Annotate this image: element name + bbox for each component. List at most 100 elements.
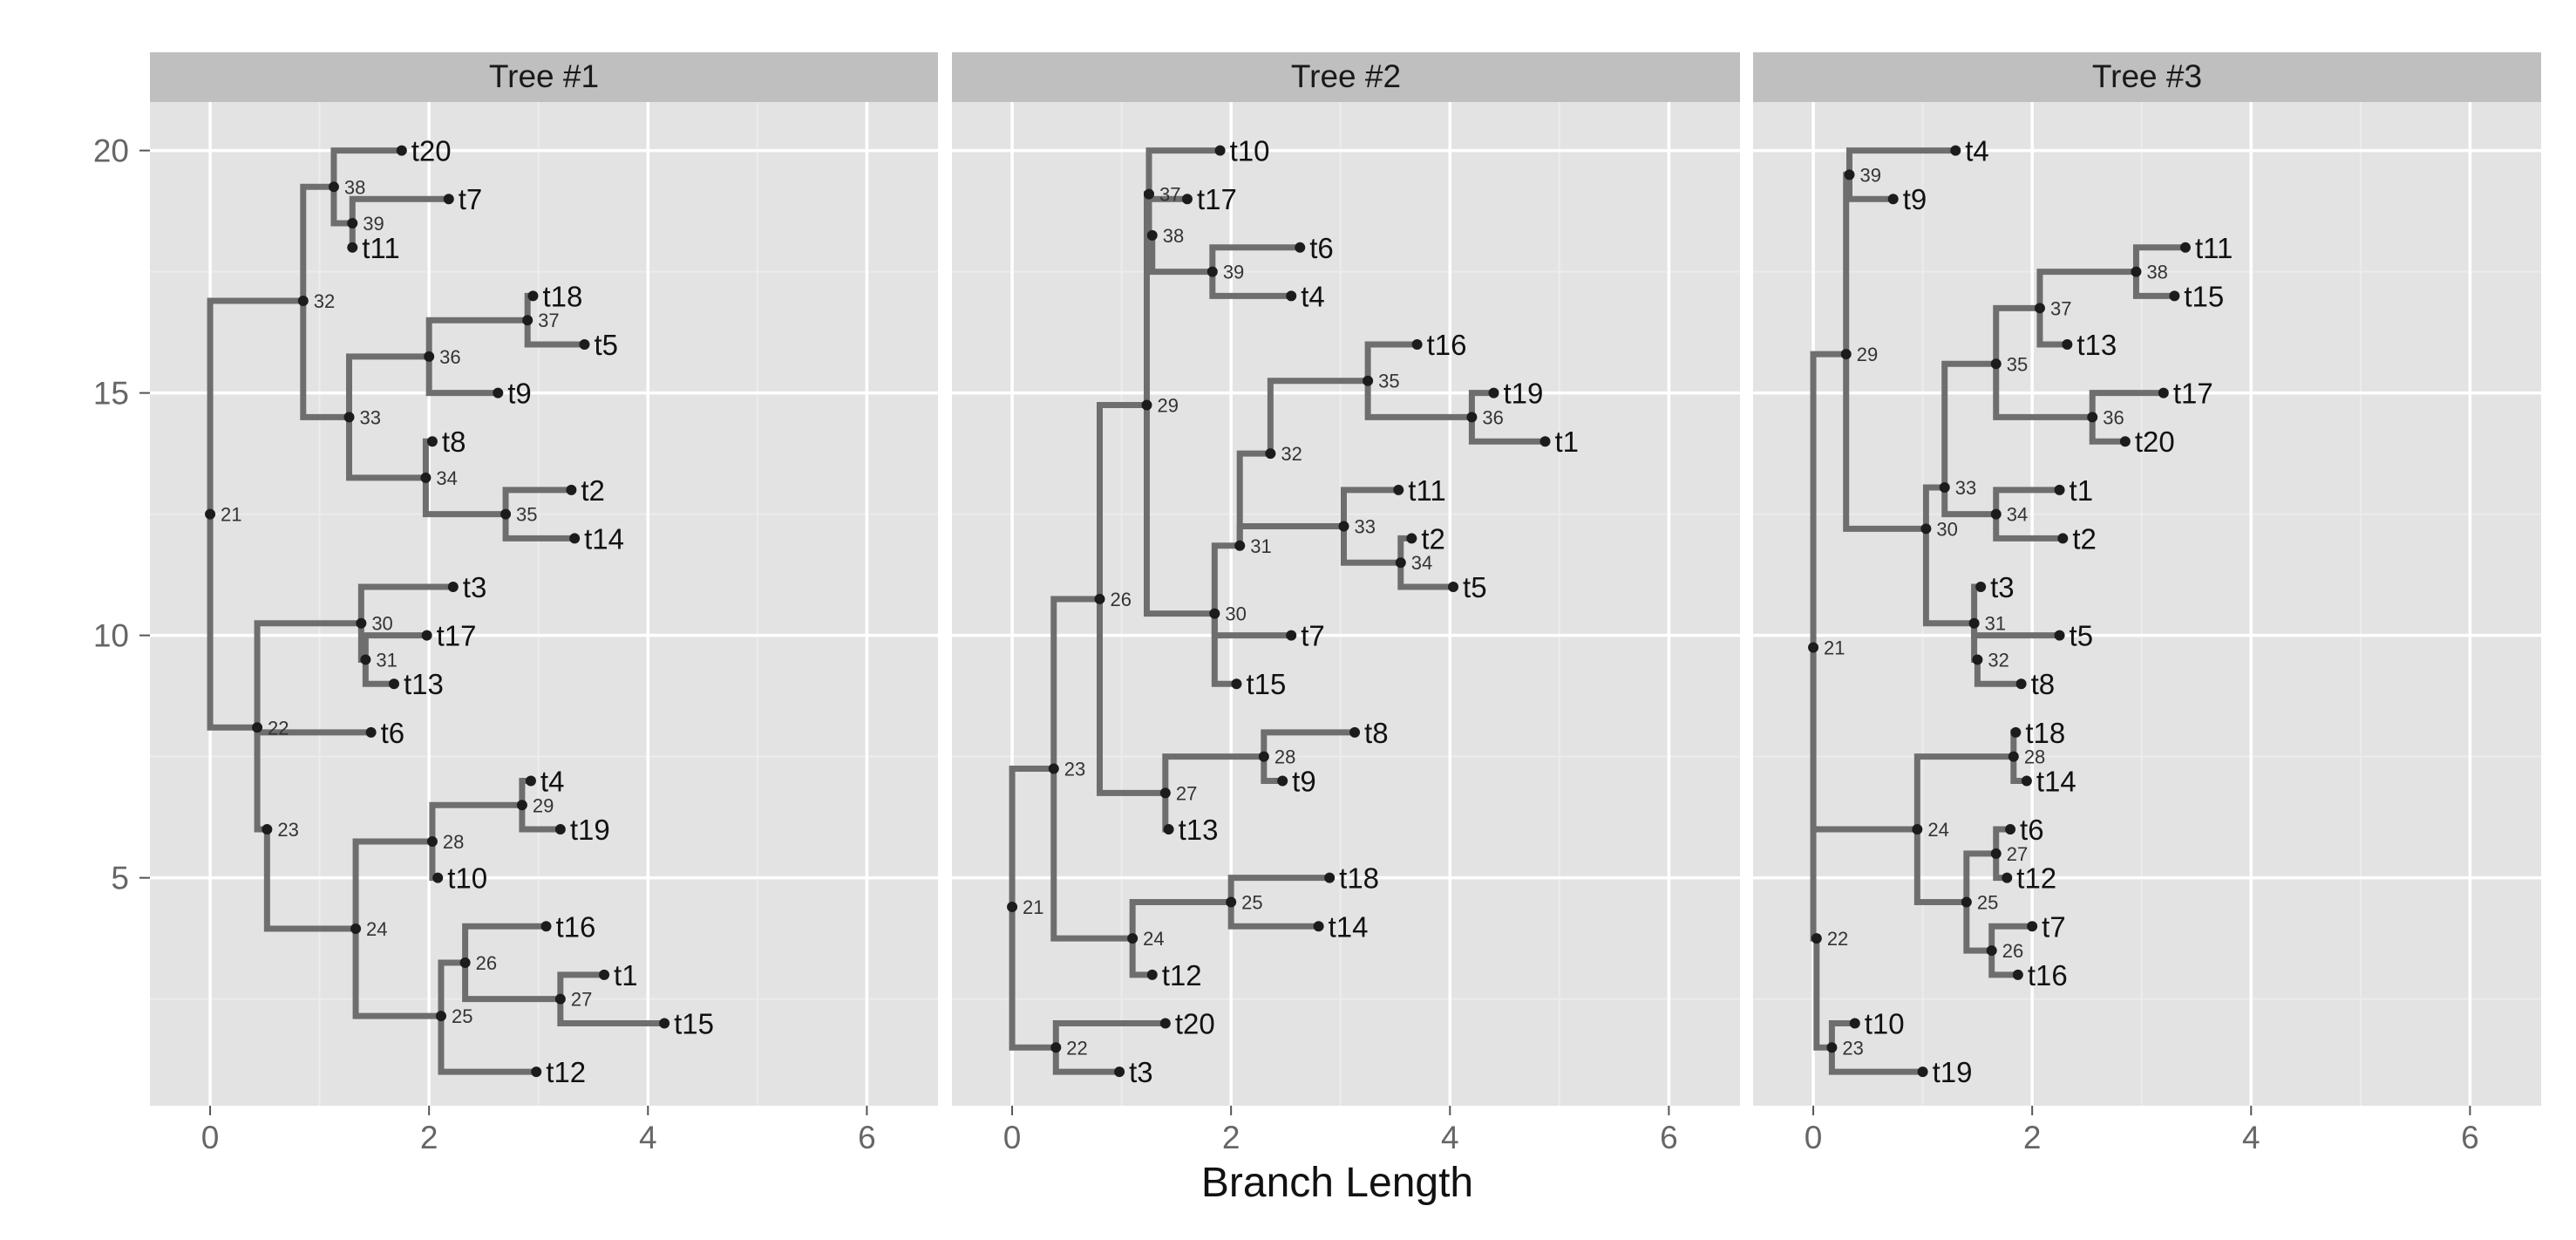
tree-branch: [1050, 768, 1133, 942]
tree-branch: [357, 583, 453, 623]
tip-point: [2054, 484, 2065, 495]
tree-branch: [2089, 390, 2164, 418]
internal-node-point: [1234, 540, 1246, 551]
tree-branch: [1227, 902, 1319, 930]
internal-node-point: [459, 957, 471, 968]
internal-node-point: [435, 1011, 446, 1022]
internal-node-label: 22: [1827, 928, 1848, 950]
internal-node-point: [1144, 188, 1154, 200]
internal-node-point: [420, 472, 432, 483]
tip-label: t14: [2036, 765, 2076, 797]
tip-label: t11: [362, 232, 399, 264]
internal-node-label: 39: [1859, 164, 1880, 186]
tip-label: t5: [594, 329, 618, 361]
internal-node-point: [1990, 848, 2002, 859]
tip-point: [1214, 145, 1226, 156]
tip-point: [1163, 824, 1174, 835]
x-axis-tick-label: 6: [1660, 1120, 1678, 1155]
tip-point: [1488, 387, 1499, 399]
internal-node-label: 38: [344, 176, 365, 198]
internal-node-point: [350, 923, 362, 935]
tip-label: t13: [2076, 329, 2117, 361]
tip-point: [1181, 194, 1193, 205]
tip-label: t1: [2070, 474, 2094, 507]
internal-node-label: 34: [1411, 552, 1432, 574]
tree-branch: [1143, 405, 1215, 617]
tip-point: [1917, 1066, 1928, 1078]
internal-node-label: 32: [1281, 443, 1302, 465]
internal-node-point: [1986, 945, 1997, 957]
internal-node-label: 35: [2007, 353, 2028, 375]
tree-branch: [1913, 753, 2014, 830]
x-axis-tick-label: 4: [1441, 1120, 1459, 1155]
tip-label: t11: [2195, 232, 2233, 264]
tip-label: t14: [1329, 910, 1369, 943]
internal-node-point: [1990, 358, 2002, 370]
tip-point: [1324, 872, 1336, 883]
tip-point: [365, 726, 377, 738]
y-axis-tick-label: 10: [93, 618, 129, 654]
tree-branch: [1963, 902, 1992, 954]
tree-branch: [1993, 514, 2063, 542]
internal-node-point: [1912, 824, 1923, 835]
tip-label: t20: [2135, 426, 2175, 458]
tree-branch: [1922, 528, 1974, 627]
internal-node-point: [1466, 412, 1478, 423]
tip-point: [432, 872, 444, 883]
tree-branch: [1261, 756, 1283, 784]
tip-label: t4: [1965, 135, 1989, 167]
panel-title: Tree #2: [1291, 58, 1401, 94]
tree-branch: [502, 487, 572, 514]
tip-label: t1: [1555, 426, 1580, 458]
tip-point: [527, 290, 539, 302]
tree-branch: [1828, 1019, 1855, 1048]
tree-branch: [207, 297, 303, 514]
internal-node-point: [1808, 642, 1819, 653]
tip-point: [1975, 582, 1987, 593]
internal-node-label: 30: [1936, 518, 1957, 540]
tree-panel-2: Tree #2212326293738393031323536333427282…: [952, 52, 1740, 1155]
tree-panel-1: Tree #1213238393336373435223031232428292…: [150, 52, 938, 1155]
x-axis-tick-label: 4: [2242, 1120, 2260, 1155]
tree-branch: [1267, 378, 1369, 454]
tip-label: t8: [442, 426, 466, 458]
tip-point: [2012, 969, 2023, 980]
tip-point: [1313, 921, 1324, 932]
tree-branch: [349, 195, 449, 224]
tree-branch: [557, 998, 665, 1026]
tip-label: t9: [1903, 183, 1927, 215]
tip-point: [1950, 145, 1961, 156]
internal-node-label: 22: [268, 717, 289, 739]
internal-node-point: [1127, 933, 1138, 944]
tip-point: [443, 194, 454, 205]
tip-label: t20: [1175, 1007, 1215, 1039]
internal-node-label: 37: [1159, 184, 1180, 206]
tree-branch: [422, 477, 506, 518]
tip-label: t17: [2173, 378, 2213, 410]
tree-branch: [1843, 354, 1927, 532]
x-axis-tick-label: 4: [639, 1120, 657, 1155]
tree-branch: [346, 417, 426, 481]
tip-point: [2054, 630, 2065, 641]
internal-node-label: 36: [2103, 406, 2124, 428]
internal-node-label: 25: [1241, 891, 1262, 913]
tip-label: t11: [1408, 474, 1445, 507]
internal-node-point: [1811, 933, 1822, 944]
x-axis-tick-label: 0: [201, 1120, 220, 1155]
tree-branch: [1922, 484, 1945, 529]
tip-point: [2062, 339, 2073, 351]
internal-node-point: [1226, 896, 1237, 908]
tip-point: [447, 582, 459, 593]
tree-branch: [1052, 1047, 1120, 1075]
tip-label: t5: [1463, 571, 1487, 603]
internal-node-label: 21: [1023, 896, 1043, 918]
tip-label: t10: [1865, 1007, 1905, 1039]
x-axis-tick-label: 2: [420, 1120, 438, 1155]
internal-node-point: [252, 722, 263, 733]
tree-branch: [263, 829, 357, 932]
tip-label: t13: [1179, 814, 1219, 846]
tip-point: [1286, 630, 1297, 641]
tip-point: [396, 145, 407, 156]
tip-label: t2: [581, 474, 605, 507]
tip-label: t19: [1504, 378, 1544, 410]
